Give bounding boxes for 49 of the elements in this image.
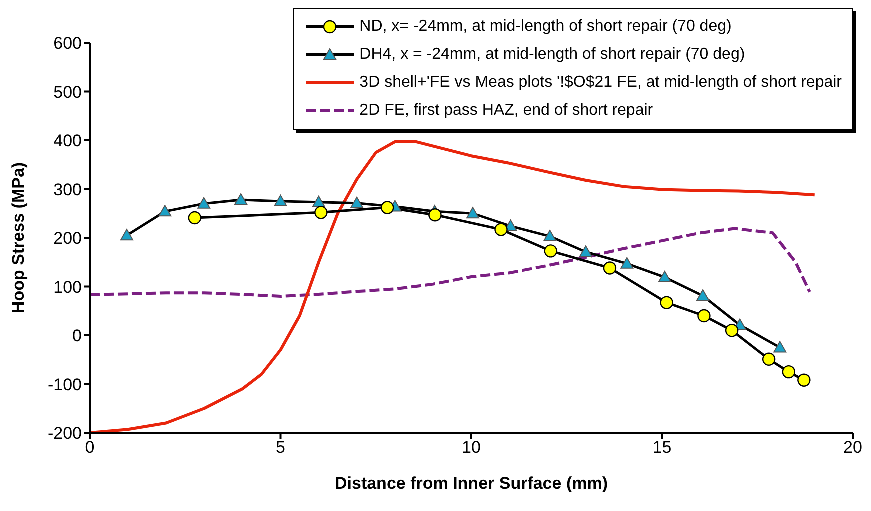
point xyxy=(603,262,617,275)
legend-label: 2D FE, first pass HAZ, end of short repair xyxy=(360,102,654,120)
y-tick-label: 300 xyxy=(54,180,82,200)
x-axis-title: Distance from Inner Surface (mm) xyxy=(334,474,608,493)
point xyxy=(798,374,811,387)
y-tick-label: 0 xyxy=(72,326,82,346)
y-tick-label: 100 xyxy=(54,278,82,297)
legend-label: 3D shell+'FE vs Meas plots '!$O$21 FE, at mid-length of short repair xyxy=(360,74,842,92)
point xyxy=(544,244,558,258)
point xyxy=(696,290,710,302)
x-tick-label: 10 xyxy=(462,438,481,458)
point xyxy=(725,324,739,338)
point xyxy=(698,309,711,323)
point xyxy=(158,205,172,217)
legend-label: DH4, x = -24mm, at mid-length of short repair (70 deg) xyxy=(360,46,746,64)
point xyxy=(660,296,674,310)
point xyxy=(188,211,202,225)
point xyxy=(234,193,248,205)
x-tick-label: 20 xyxy=(844,438,862,458)
y-axis-title: Hoop Stress (MPa) xyxy=(9,162,28,314)
point xyxy=(380,201,394,214)
point xyxy=(494,223,508,236)
point xyxy=(312,196,326,208)
point xyxy=(774,341,787,353)
y-tick-label: 400 xyxy=(54,132,82,151)
point xyxy=(762,352,776,366)
point xyxy=(782,365,796,379)
point xyxy=(120,229,134,241)
point xyxy=(350,196,364,208)
point xyxy=(579,246,592,258)
point xyxy=(274,194,288,206)
point xyxy=(314,206,328,220)
point xyxy=(544,230,557,242)
x-tick-label: 0 xyxy=(85,438,95,458)
y-tick-label: -200 xyxy=(48,424,82,444)
y-tick-label: 200 xyxy=(54,229,82,248)
point xyxy=(198,197,211,209)
line-series xyxy=(90,140,816,433)
line-series xyxy=(90,227,812,298)
y-tick-label: -100 xyxy=(48,375,82,394)
x-tick-label: 5 xyxy=(276,438,286,458)
legend-label: ND, x= -24mm, at mid-length of short repair (70 deg) xyxy=(360,18,732,36)
point xyxy=(466,207,480,219)
y-tick-label: 500 xyxy=(54,82,82,102)
y-tick-label: 600 xyxy=(54,34,82,54)
point xyxy=(620,257,634,269)
point xyxy=(658,270,672,282)
point xyxy=(428,208,442,222)
x-tick-label: 15 xyxy=(652,438,672,458)
